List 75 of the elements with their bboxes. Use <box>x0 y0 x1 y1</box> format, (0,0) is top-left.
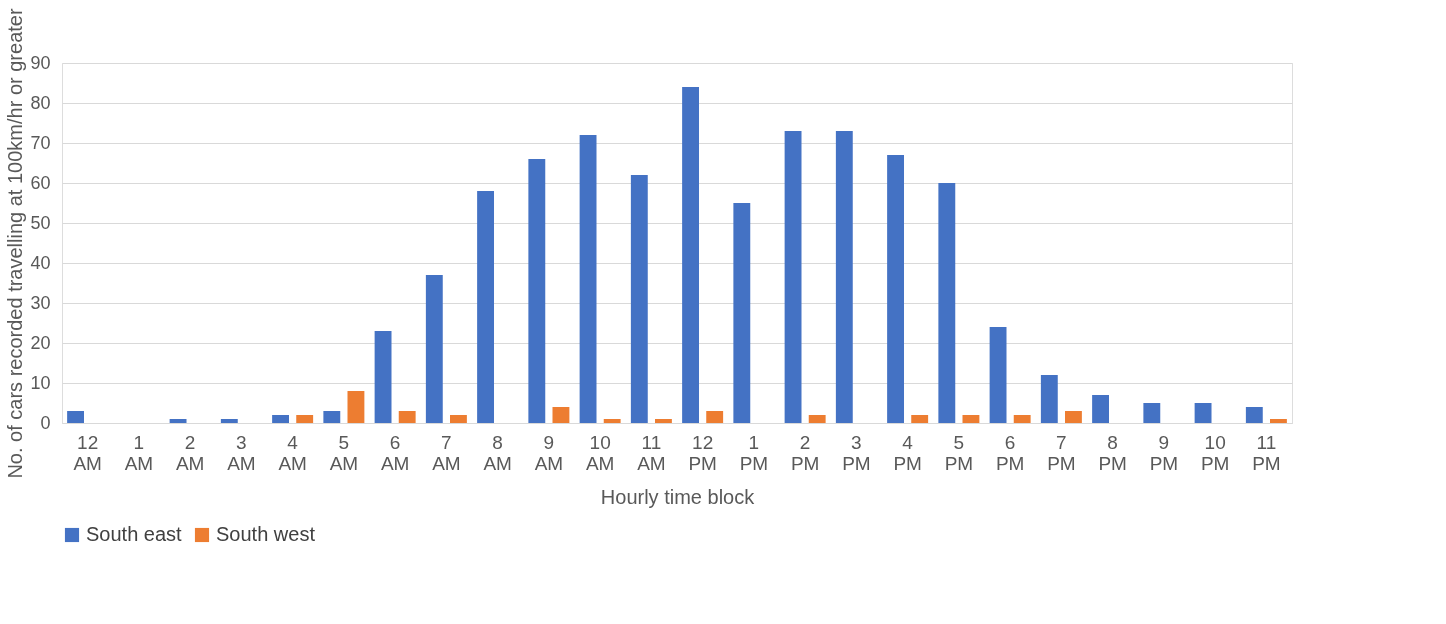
bar <box>323 411 341 423</box>
x-tick-label: 6 AM <box>380 431 410 474</box>
x-tick-label: 9 AM <box>534 431 564 474</box>
bar <box>938 183 956 423</box>
x-tick-label: 11 PM <box>1252 431 1281 474</box>
bar <box>630 175 648 423</box>
x-tick-label: 12 PM <box>688 431 717 474</box>
bar <box>808 415 826 423</box>
x-tick-label: 8 AM <box>483 431 512 474</box>
bar <box>603 419 621 423</box>
x-tick-label: 8 PM <box>1098 431 1127 474</box>
legend-label: South east <box>86 523 183 545</box>
y-tick-label: 20 <box>30 332 51 353</box>
y-tick-label: 50 <box>30 212 51 233</box>
y-tick-label: 0 <box>40 412 51 433</box>
bar <box>347 391 365 423</box>
bar <box>296 415 314 423</box>
bar <box>835 131 853 423</box>
bar <box>784 131 802 423</box>
bar <box>528 159 546 423</box>
bar <box>552 407 570 423</box>
bar <box>374 331 392 423</box>
bar <box>272 415 290 423</box>
x-tick-label: 2 AM <box>175 431 205 474</box>
bar <box>682 87 700 423</box>
y-tick-label: 30 <box>30 292 51 313</box>
x-tick-label: 11 AM <box>637 431 666 474</box>
bar <box>654 419 672 423</box>
x-tick-label: 1 PM <box>739 431 769 474</box>
x-tick-label: 1 AM <box>124 431 154 474</box>
y-axis-title: No. of cars recorded travelling at 100km/hr or greater <box>4 8 27 479</box>
bar <box>579 135 597 423</box>
bar <box>1013 415 1031 423</box>
y-tick-label: 10 <box>30 372 51 393</box>
x-tick-label: 12 AM <box>73 431 102 474</box>
bar <box>1194 403 1212 423</box>
x-tick-label: 9 PM <box>1149 431 1179 474</box>
x-tick-label: 5 PM <box>944 431 974 474</box>
bar <box>425 275 443 423</box>
x-tick-label: 3 AM <box>227 431 256 474</box>
x-axis-title: Hourly time block <box>600 485 756 508</box>
bar <box>1245 407 1263 423</box>
bar <box>887 155 905 423</box>
x-tick-label: 7 PM <box>1047 431 1076 474</box>
x-tick-label: 7 AM <box>432 431 461 474</box>
bar <box>1269 419 1287 423</box>
bar <box>398 411 416 423</box>
bar <box>1064 411 1082 423</box>
x-tick-label: 4 PM <box>893 431 922 474</box>
bar <box>220 419 238 423</box>
bar <box>962 415 980 423</box>
x-tick-label: 6 PM <box>995 431 1025 474</box>
bar <box>733 203 751 423</box>
x-tick-label: 2 PM <box>790 431 820 474</box>
bar <box>169 419 187 423</box>
x-tick-label: 4 AM <box>278 431 307 474</box>
legend-label: South west <box>216 523 316 545</box>
x-tick-label: 10 PM <box>1200 431 1230 474</box>
bar <box>706 411 724 423</box>
bar <box>989 327 1007 423</box>
bar <box>911 415 929 423</box>
bar <box>1143 403 1161 423</box>
bar <box>449 415 467 423</box>
bar <box>477 191 495 423</box>
y-tick-label: 40 <box>30 252 51 273</box>
bar <box>1040 375 1058 423</box>
y-tick-label: 80 <box>30 92 51 113</box>
x-tick-label: 3 PM <box>842 431 871 474</box>
x-tick-label: 5 AM <box>329 431 359 474</box>
x-tick-label: 10 AM <box>585 431 615 474</box>
bar <box>67 411 85 423</box>
bar <box>1092 395 1110 423</box>
y-tick-label: 60 <box>30 172 51 193</box>
y-tick-label: 90 <box>30 52 51 73</box>
y-tick-label: 70 <box>30 132 51 153</box>
